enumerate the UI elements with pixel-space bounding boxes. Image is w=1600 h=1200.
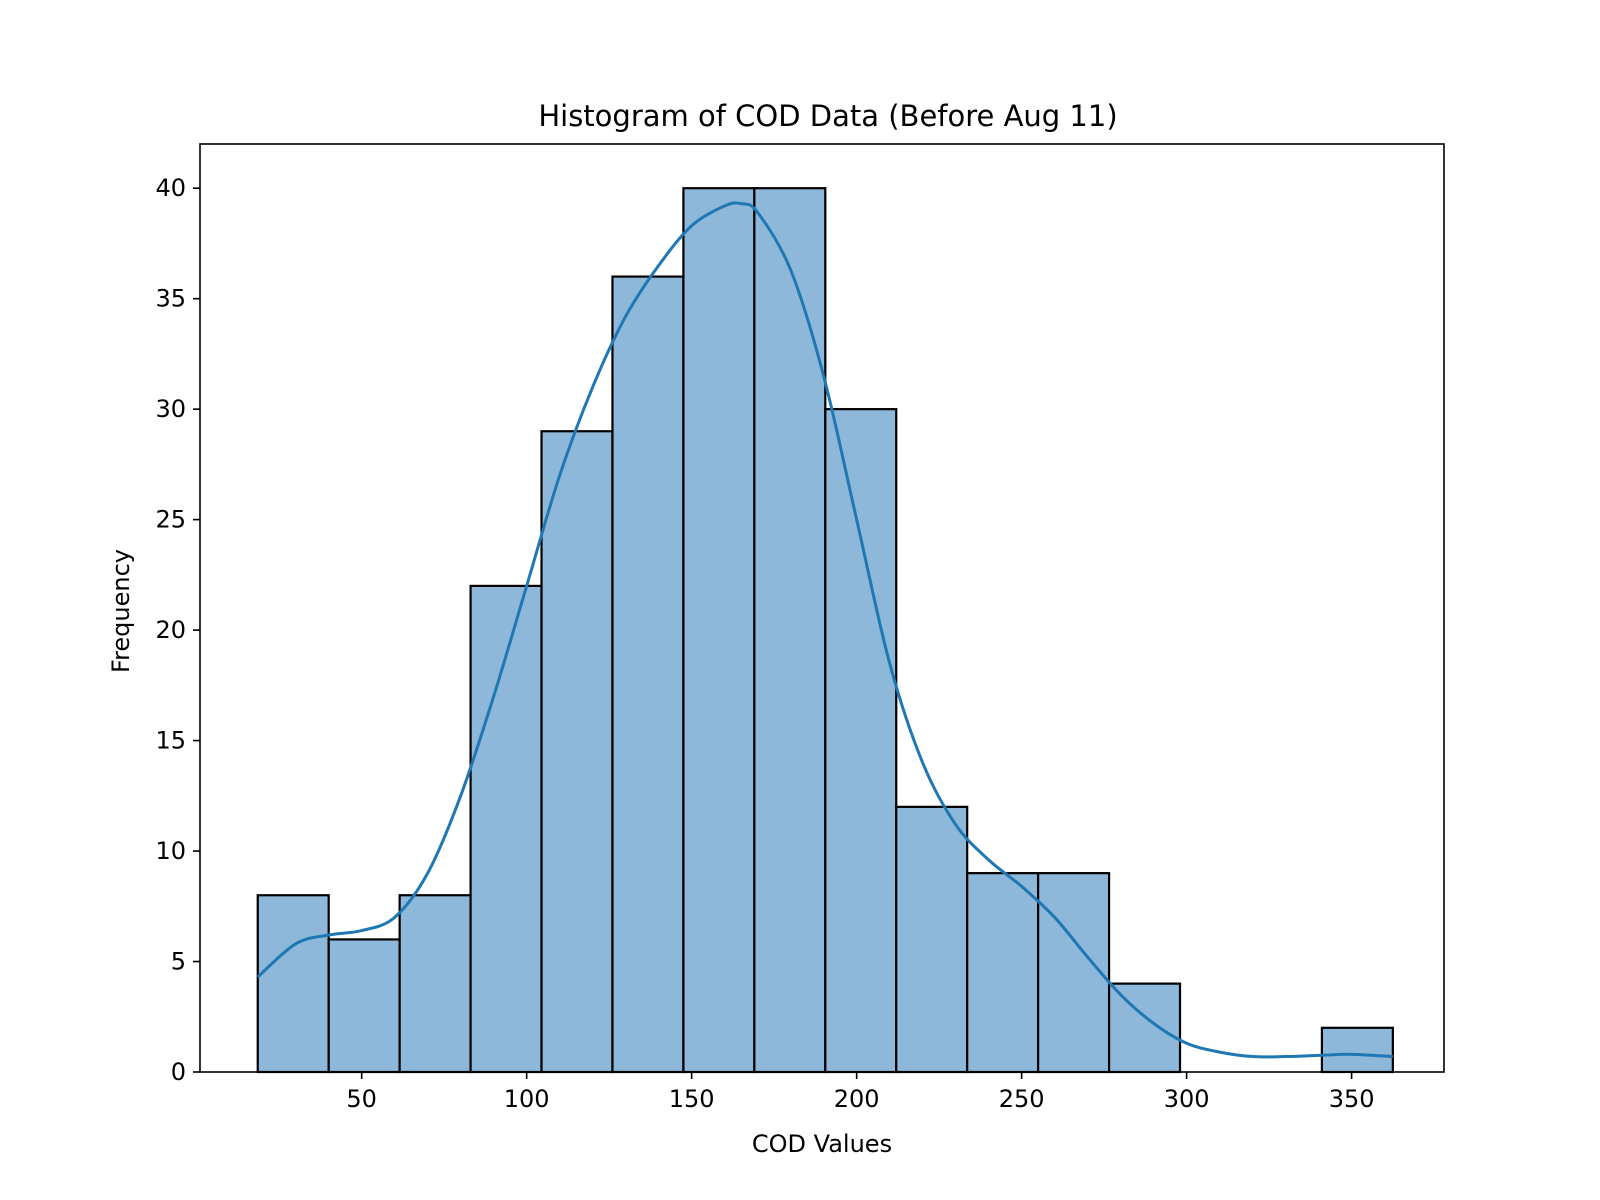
histogram-bar-6 <box>611 275 685 1074</box>
x-tick-label: 100 <box>504 1085 550 1113</box>
x-axis-ticks: 50 100 150 200 250 300 350 <box>346 1072 1375 1113</box>
histogram-bar-5 <box>540 430 614 1074</box>
histogram-bar-2 <box>327 938 401 1074</box>
histogram-bar-8 <box>753 187 827 1074</box>
y-tick-label: 10 <box>155 837 186 865</box>
y-tick-label: 20 <box>155 616 186 644</box>
y-tick-label: 25 <box>155 506 186 534</box>
histogram-bars <box>256 187 1394 1074</box>
kde-curve <box>256 201 1393 1059</box>
y-tick-label: 15 <box>155 727 186 755</box>
x-tick-label: 200 <box>834 1085 880 1113</box>
y-axis-label: Frequency <box>107 549 135 673</box>
histogram-bar-7 <box>682 187 756 1074</box>
y-tick-label: 0 <box>171 1058 186 1086</box>
x-tick-label: 150 <box>669 1085 715 1113</box>
y-tick-label: 30 <box>155 395 186 423</box>
histogram-bar-11 <box>966 872 1040 1074</box>
histogram-bar-1 <box>256 894 330 1074</box>
y-tick-label: 35 <box>155 285 186 313</box>
histogram-bar-10 <box>895 805 969 1074</box>
histogram-bar-9 <box>824 408 898 1074</box>
x-axis-label: COD Values <box>752 1130 892 1158</box>
x-tick-label: 250 <box>999 1085 1045 1113</box>
histogram-bar-13 <box>1107 982 1182 1074</box>
histogram-bar-12 <box>1037 872 1111 1074</box>
x-tick-label: 350 <box>1329 1085 1375 1113</box>
histogram-bar-3 <box>398 894 472 1074</box>
chart-title: Histogram of COD Data (Before Aug 11) <box>538 99 1117 133</box>
y-tick-label: 40 <box>155 174 186 202</box>
histogram-bar-16 <box>1320 1026 1394 1074</box>
x-tick-label: 300 <box>1164 1085 1210 1113</box>
y-axis-ticks: 0 5 10 15 20 25 30 35 40 <box>155 174 200 1086</box>
y-tick-label: 5 <box>171 948 186 976</box>
plot-area-frame <box>199 143 1445 1073</box>
x-tick-label: 50 <box>346 1085 377 1113</box>
